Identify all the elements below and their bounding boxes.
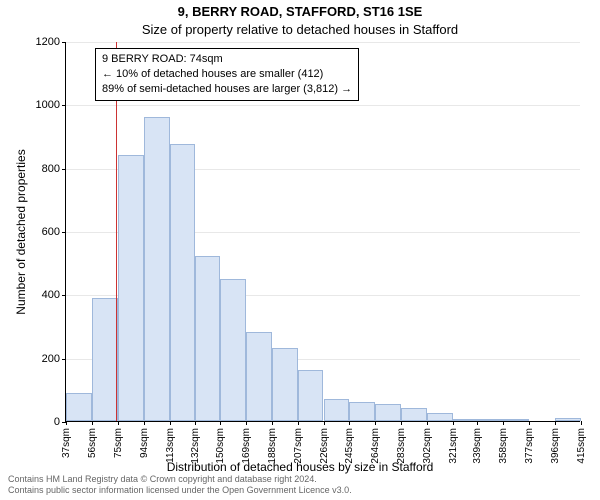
xtick-label: 94sqm [139,428,150,458]
xtick-label: 264sqm [370,428,381,464]
ytick-label: 200 [30,353,60,365]
xtick-label: 56sqm [87,428,98,458]
xtick-label: 396sqm [550,428,561,464]
ytick-label: 400 [30,289,60,301]
histogram-bar [246,332,272,421]
histogram-bar [118,155,144,421]
histogram-bar [349,402,375,421]
histogram-bar [477,419,503,421]
xtick-mark [170,421,171,425]
info-line-2: ← 10% of detached houses are smaller (41… [102,67,352,82]
xtick-mark [581,421,582,425]
gridline [66,105,580,106]
histogram-bar [170,144,196,421]
xtick-mark [195,421,196,425]
xtick-label: 245sqm [344,428,355,464]
xtick-mark [555,421,556,425]
histogram-bar [144,117,170,421]
xtick-label: 377sqm [524,428,535,464]
histogram-bar [503,419,529,421]
xtick-mark [427,421,428,425]
histogram-bar [220,279,246,422]
xtick-label: 37sqm [61,428,72,458]
xtick-mark [324,421,325,425]
xtick-mark [401,421,402,425]
xtick-mark [349,421,350,425]
histogram-bar [453,419,478,421]
histogram-bar [555,418,581,421]
xtick-mark [92,421,93,425]
histogram-bar [401,408,427,421]
histogram-bar [92,298,118,422]
xtick-label: 169sqm [241,428,252,464]
xtick-mark [453,421,454,425]
histogram-bar [375,404,401,421]
xtick-mark [529,421,530,425]
ytick-mark [62,169,66,170]
xtick-mark [66,421,67,425]
xtick-label: 207sqm [293,428,304,464]
histogram-bar [298,370,324,421]
ytick-label: 1000 [30,99,60,111]
xtick-mark [144,421,145,425]
footer-attribution: Contains HM Land Registry data © Crown c… [8,474,352,496]
histogram-bar [66,393,92,422]
ytick-label: 800 [30,163,60,175]
info-line-3: 89% of semi-detached houses are larger (… [102,82,352,97]
ytick-label: 0 [30,416,60,428]
histogram-bar [324,399,350,421]
xtick-label: 132sqm [190,428,201,464]
ytick-mark [62,42,66,43]
xtick-mark [503,421,504,425]
xtick-label: 188sqm [267,428,278,464]
histogram-bar [427,413,453,421]
xtick-mark [477,421,478,425]
ytick-mark [62,359,66,360]
xtick-mark [375,421,376,425]
xtick-label: 283sqm [396,428,407,464]
ytick-label: 600 [30,226,60,238]
xtick-mark [246,421,247,425]
xtick-mark [298,421,299,425]
ytick-mark [62,105,66,106]
xtick-label: 75sqm [113,428,124,458]
info-line-1: 9 BERRY ROAD: 74sqm [102,52,352,67]
chart-title: 9, BERRY ROAD, STAFFORD, ST16 1SE [0,4,600,19]
y-axis-label: Number of detached properties [14,149,28,314]
xtick-label: 302sqm [422,428,433,464]
footer-line-2: Contains public sector information licen… [8,485,352,496]
info-box: 9 BERRY ROAD: 74sqm ← 10% of detached ho… [95,48,359,101]
xtick-label: 226sqm [319,428,330,464]
xtick-label: 339sqm [472,428,483,464]
footer-line-1: Contains HM Land Registry data © Crown c… [8,474,352,485]
x-axis-label: Distribution of detached houses by size … [0,460,600,474]
xtick-label: 150sqm [215,428,226,464]
xtick-mark [118,421,119,425]
xtick-label: 321sqm [448,428,459,464]
xtick-mark [220,421,221,425]
xtick-label: 415sqm [576,428,587,464]
xtick-label: 113sqm [165,428,176,463]
histogram-bar [195,256,220,421]
ytick-label: 1200 [30,36,60,48]
ytick-mark [62,295,66,296]
histogram-bar [272,348,298,421]
xtick-label: 358sqm [498,428,509,464]
ytick-mark [62,232,66,233]
chart-subtitle: Size of property relative to detached ho… [0,22,600,37]
xtick-mark [272,421,273,425]
gridline [66,42,580,43]
